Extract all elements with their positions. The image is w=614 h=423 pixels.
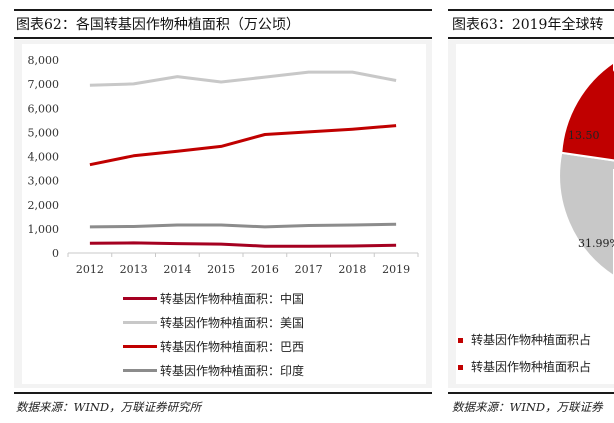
right-title-rule	[448, 37, 614, 39]
right-bottom-rule	[448, 392, 614, 394]
y-tick-label: 5,000	[28, 126, 60, 139]
left-source-note: 数据来源：WIND，万联证券研究所	[16, 400, 202, 414]
x-tick-label: 2013	[120, 263, 148, 276]
left-top-rule	[14, 9, 432, 11]
right-legend-item-2: 转基因作物种植面积占	[458, 358, 591, 375]
y-axis: 8,000 7,000 6,000 5,000 4,000 3,000 2,000 1,000…	[28, 54, 60, 260]
left-title-rule	[14, 37, 432, 39]
x-tick-label: 2018	[338, 263, 366, 276]
x-tick-label: 2019	[382, 263, 410, 276]
right-top-rule	[448, 9, 614, 11]
legend-label: 转基因作物种植面积：中国	[160, 292, 305, 306]
right-chart-title: 图表63：2019年全球转	[452, 17, 604, 33]
legend-swatch-red-2	[458, 365, 463, 370]
y-tick-label: 8,000	[28, 54, 60, 67]
x-tick-label: 2015	[207, 263, 235, 276]
x-axis: 2012 2013 2014 2015 2016 2017 2018 2019	[67, 252, 419, 276]
legend-swatch	[123, 369, 157, 372]
right-legend-label-1: 转基因作物种植面积占	[471, 333, 592, 347]
right-legend-label-2: 转基因作物种植面积占	[471, 360, 592, 374]
legend-swatch-red	[458, 338, 463, 343]
right-legend-item-1: 转基因作物种植面积占	[458, 331, 591, 348]
left-bottom-rule	[14, 392, 432, 394]
y-tick-label: 0	[52, 247, 59, 260]
legend-label: 转基因作物种植面积：印度	[160, 364, 305, 378]
x-tick-label: 2017	[295, 263, 323, 276]
y-tick-label: 7,000	[28, 78, 60, 91]
pie-slice-gray	[558, 151, 614, 278]
legend-label: 转基因作物种植面积：巴西	[160, 340, 305, 354]
legend-label: 转基因作物种植面积：美国	[160, 316, 305, 330]
x-tick-label: 2014	[163, 263, 191, 276]
x-tick-label: 2016	[251, 263, 279, 276]
series-line-1	[89, 241, 397, 248]
series-line-2	[89, 70, 397, 87]
y-tick-label: 6,000	[28, 102, 60, 115]
left-chart-area	[22, 44, 426, 384]
legend-swatch	[123, 321, 157, 324]
pie-label-red: 13.50	[568, 129, 600, 142]
x-tick-label: 2012	[76, 263, 104, 276]
pie-label-gray: 31.99%	[578, 237, 614, 250]
series-line-3	[89, 124, 397, 167]
y-tick-label: 4,000	[28, 151, 60, 164]
series-lines	[89, 70, 397, 248]
y-tick-label: 3,000	[28, 175, 60, 188]
y-tick-label: 1,000	[28, 223, 60, 236]
series-line-4	[89, 222, 397, 229]
y-tick-label: 2,000	[28, 199, 60, 212]
legend-swatch	[123, 297, 157, 300]
pie-slice-red	[560, 60, 614, 162]
legend-swatch	[123, 345, 157, 348]
right-source-note: 数据来源：WIND，万联证券	[452, 400, 603, 414]
left-chart-title: 图表62：各国转基因作物种植面积（万公顷）	[16, 17, 300, 33]
